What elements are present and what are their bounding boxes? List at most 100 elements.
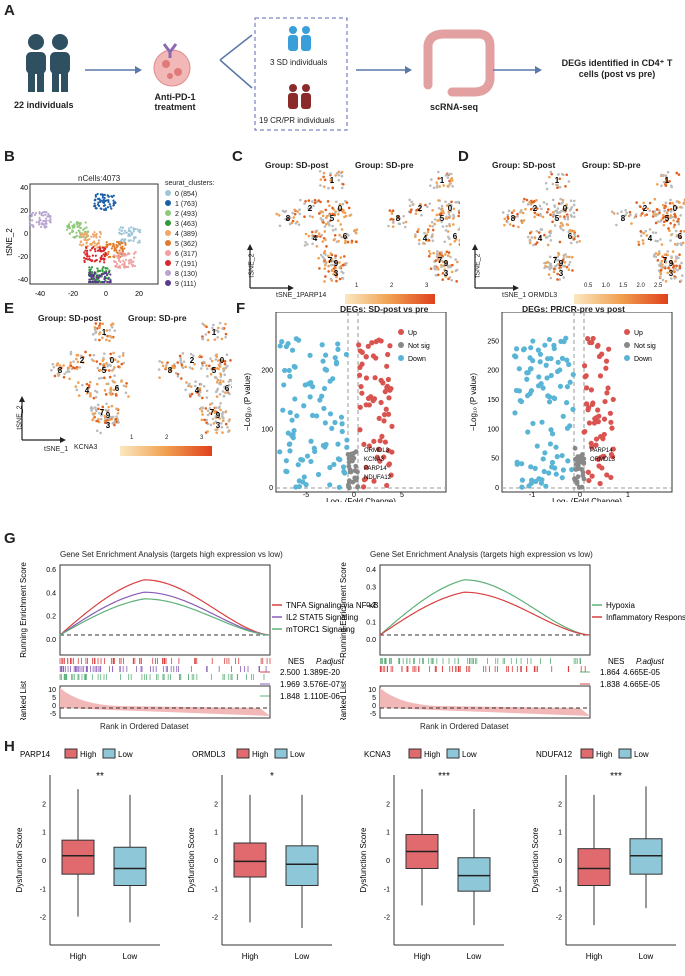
cell-point [203,323,206,327]
cell-point [437,177,440,180]
gene-point [366,443,373,449]
gene-set-name: TNFA Signaling via NF-κB [286,601,378,610]
cluster-label: 4 [313,234,318,243]
cell-point [438,252,442,255]
cluster-point [96,270,99,273]
cell-point [348,214,352,217]
gene-point [386,395,392,401]
gene-point [331,461,337,468]
cell-point [391,209,395,213]
cell-point [447,172,450,176]
gene-point [366,402,372,408]
cluster-label: 7 [663,256,668,265]
cell-point [539,235,542,239]
cell-point [436,256,440,259]
cell-point [434,259,438,262]
cell-point [113,358,117,362]
cell-point [437,207,441,210]
cell-point [662,180,666,184]
legend-label: Down [408,356,426,363]
gene-point [385,376,391,383]
cell-point [176,361,180,364]
cell-point [59,366,63,370]
cell-point [195,391,199,394]
cell-point [546,243,550,247]
cell-point [559,197,562,201]
cell-point [554,265,557,269]
cell-point [639,214,643,217]
gene-point [608,419,614,425]
gene-point [528,480,535,486]
cell-point [440,256,443,259]
gene-point [296,478,302,484]
gene-point [339,421,345,427]
es-curve [59,591,271,636]
gene-point [343,351,350,358]
gene-point [589,473,595,479]
d-xaxis-label: tSNE_1 [502,292,527,299]
cell-point [96,327,99,330]
gene-point [386,462,392,468]
cluster-point [96,249,99,252]
cell-point [410,200,414,204]
cell-point [666,271,670,275]
gene-point [596,463,602,469]
cluster-legend-label: 8 (130) [175,271,198,278]
cluster-point [124,243,127,246]
cell-point [337,209,341,213]
gene-point [279,338,285,345]
cell-point [673,276,677,280]
cell-point [659,272,663,276]
cell-point [658,275,662,279]
d-left-title: Group: SD-post [492,160,556,170]
gene-point [329,425,335,432]
scale-tick: 2.5 [654,283,663,289]
cell-point [125,382,128,385]
gene-point [545,393,551,399]
cell-point [572,211,576,215]
gene-point [301,403,307,409]
cell-point [564,185,567,188]
cell-point [672,264,676,268]
cluster-point [29,223,32,226]
gene-point [287,409,293,416]
cell-point [198,394,201,397]
gene-point [339,428,345,435]
cell-point [105,382,109,386]
boxplot-gene: NDUFA12 [536,750,573,759]
cell-point [321,255,325,259]
cell-point [516,215,519,218]
cluster-point [121,255,124,258]
cell-point [452,213,455,217]
legend-swatch [102,748,116,759]
cell-point [672,225,676,229]
cell-point [661,203,665,207]
cell-point [325,245,328,248]
volcano-plots: −Log₁₀ (P value)Log₂ (Fold Change)ORMDL3… [243,312,673,502]
cell-point [116,360,120,363]
cell-point [201,364,204,367]
cell-point [184,388,187,392]
cell-point [526,235,530,239]
gene-point [601,431,607,438]
cluster-point [82,243,85,246]
gene-point [573,462,579,467]
cluster-swatch [165,190,171,196]
cell-point [667,227,670,230]
gene-point [341,469,347,475]
gene-point [336,484,342,490]
cluster-label: 3 [559,269,564,278]
cell-point [68,377,71,381]
cell-point [113,329,117,332]
cluster-point [94,254,97,257]
cell-point [327,264,330,268]
cell-point [665,211,669,215]
gene-point [301,474,307,480]
cell-point [424,203,427,207]
cell-point [101,367,105,371]
cell-point [103,352,106,355]
significance-mark: * [270,771,274,782]
cell-point [110,388,113,392]
cell-point [391,221,395,224]
gene-point [372,375,378,381]
